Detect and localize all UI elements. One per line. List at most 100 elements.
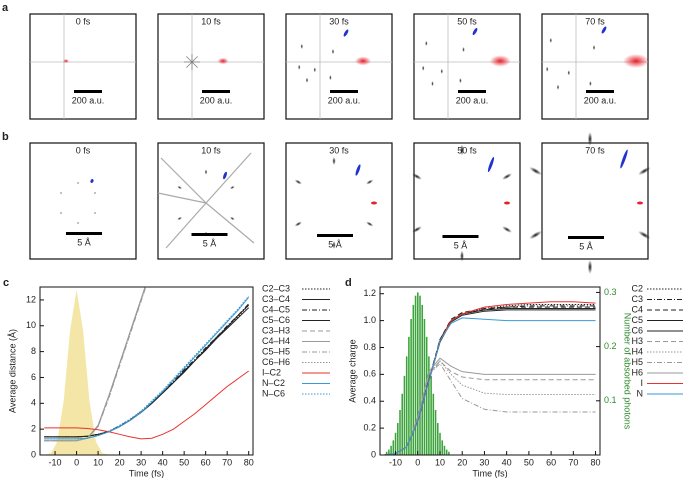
legend-label: C4–C5	[262, 304, 290, 314]
ion-cloud	[332, 157, 336, 165]
scale-label: 5 Å	[203, 238, 217, 248]
photon-bar	[434, 410, 437, 455]
scale-label: 5 Å	[77, 237, 91, 247]
ion-cloud	[294, 179, 302, 185]
ion-cloud	[305, 77, 309, 83]
ion-cloud	[587, 260, 593, 274]
y2-tick-label: 0.1	[604, 395, 617, 405]
photon-bar	[421, 304, 423, 455]
legend-label: H3	[631, 336, 643, 346]
ion-cloud	[422, 65, 425, 71]
y-tick-label: 12	[26, 294, 36, 304]
y2-tick-label: 0.3	[604, 287, 617, 297]
ion-cloud	[460, 144, 464, 156]
x-tick-label: -10	[49, 457, 62, 467]
ion-cloud	[94, 192, 96, 194]
image-frame	[413, 142, 521, 260]
axes-frame	[379, 286, 601, 456]
y-tick-label: 0	[31, 449, 36, 459]
scale-bar	[442, 235, 479, 238]
legend-label: C3–C4	[262, 294, 290, 304]
scale-label: 200 a.u.	[328, 95, 361, 105]
legend-label: C4–H4	[262, 336, 290, 346]
photon-bar	[394, 432, 397, 455]
x-tick-label: 60	[201, 457, 211, 467]
series-line	[384, 362, 596, 455]
ion-cloud	[567, 70, 570, 76]
photon-bar	[430, 375, 432, 455]
ion-cloud	[366, 179, 374, 185]
photon-bar	[390, 445, 392, 455]
ion-cloud	[331, 49, 335, 55]
x-tick-label: 70	[222, 457, 232, 467]
series-line	[384, 360, 596, 455]
frame-time: 30 fs	[329, 145, 349, 155]
x-axis-label: Time (fs)	[472, 468, 507, 478]
frame-time: 0 fs	[76, 145, 91, 155]
scale-bar	[568, 236, 604, 239]
scale-bar	[202, 90, 230, 93]
panel-label: a	[2, 2, 9, 14]
y-tick-label: 0	[371, 449, 376, 459]
x-tick-label: 20	[457, 457, 467, 467]
frame-time: 0 fs	[76, 16, 91, 26]
frame-time: 70 fs	[585, 145, 605, 155]
legend-label: C3–H3	[262, 325, 290, 335]
ion-cloud	[638, 230, 651, 240]
y-tick-label: 2	[31, 424, 36, 434]
image-frame	[285, 13, 393, 120]
series-line	[384, 305, 596, 455]
y-tick-label: 0.2	[363, 422, 376, 432]
photon-bar	[423, 318, 426, 455]
ion-cloud	[489, 55, 511, 67]
ion-cloud	[462, 47, 465, 53]
frame-time: 10 fs	[201, 16, 221, 26]
legend-label: N	[637, 388, 644, 398]
legend-label: I–C2	[262, 367, 281, 377]
photon-bar	[445, 449, 448, 455]
photon-bar	[385, 451, 388, 455]
photon-bar	[392, 440, 395, 455]
legend-label: C6	[631, 325, 643, 335]
legend-label: C3	[631, 294, 643, 304]
ion-cloud	[77, 222, 79, 224]
photon-bar	[399, 410, 401, 455]
ion-cloud	[60, 211, 62, 214]
ion-cloud	[638, 166, 651, 176]
photon-bar	[388, 449, 390, 455]
y-axis-label: Average charge	[347, 339, 357, 402]
legend-label: C5–H5	[262, 346, 290, 356]
y-tick-label: 8	[31, 346, 36, 356]
photon-bar	[448, 451, 450, 455]
ion-cloud	[300, 43, 303, 50]
x-tick-label: 50	[524, 457, 534, 467]
ion-cloud	[502, 226, 512, 233]
x-tick-label: 80	[591, 457, 601, 467]
ion-cloud	[223, 171, 227, 180]
scale-bar	[330, 90, 358, 93]
ion-cloud	[412, 226, 422, 233]
y-tick-label: 1.0	[363, 315, 376, 325]
photon-bar	[417, 292, 419, 455]
ion-cloud	[549, 37, 552, 44]
y-axis-label: Average distance (Å)	[7, 329, 17, 413]
frame-time: 10 fs	[201, 145, 221, 155]
ion-cloud	[502, 173, 512, 180]
ion-cloud	[204, 169, 208, 175]
scale-bar	[317, 234, 353, 237]
ion-cloud	[412, 173, 422, 180]
series-line	[44, 287, 146, 442]
scale-bar	[586, 90, 614, 93]
scale-label: 5 Å	[579, 241, 593, 251]
frame-time: 50 fs	[457, 16, 477, 26]
y-tick-label: 0.4	[363, 396, 376, 406]
frame-time: 50 fs	[457, 145, 477, 155]
legend-label: H6	[631, 367, 643, 377]
series-line	[44, 295, 250, 440]
x-tick-label: -10	[389, 457, 402, 467]
ion-cloud	[460, 250, 464, 262]
legend-label: C6–H6	[262, 357, 290, 367]
y-tick-label: 10	[26, 320, 36, 330]
x-axis-label: Time (fs)	[129, 468, 164, 478]
